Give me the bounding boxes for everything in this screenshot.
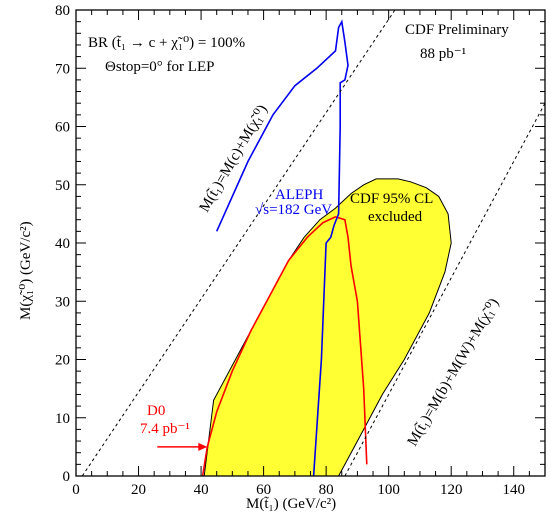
d0-arrow-head xyxy=(198,442,208,451)
annotation-theta: Θstop=0° for LEP xyxy=(105,59,214,75)
annotation-line1: M(t̃₁)=M(c)+M(χ̃₁⁰) xyxy=(197,102,271,215)
y-tick-label: 0 xyxy=(63,469,71,485)
x-tick-label: 100 xyxy=(377,482,400,498)
x-tick-label: 20 xyxy=(131,482,146,498)
y-tick-label: 70 xyxy=(55,61,70,77)
x-tick-label: 60 xyxy=(256,482,271,498)
x-tick-label: 80 xyxy=(319,482,334,498)
x-tick-label: 0 xyxy=(72,482,80,498)
y-tick-label: 40 xyxy=(55,236,70,252)
d0-limit-line xyxy=(201,215,368,476)
y-tick-label: 30 xyxy=(55,294,70,310)
annotation-luminosity: 88 pb⁻¹ xyxy=(420,46,466,62)
y-tick-label: 10 xyxy=(55,411,70,427)
annotation-cdf-excluded-1: CDF 95% CL xyxy=(350,191,433,207)
annotation-aleph-2: √s=182 GeV xyxy=(255,202,332,218)
annotation-cdf-excluded-2: excluded xyxy=(368,209,423,225)
x-axis-label: M(t̃₁) (GeV/c²) xyxy=(246,496,336,512)
x-tick-label: 120 xyxy=(440,482,463,498)
annotation-d0-2: 7.4 pb⁻¹ xyxy=(140,421,190,437)
aleph-limit-line xyxy=(215,19,349,476)
annotation-br: BR (t̃₁ → c + χ̃₁⁰) = 100% xyxy=(88,35,245,51)
annotation-aleph-1: ALEPH xyxy=(275,187,324,203)
y-tick-label: 60 xyxy=(55,120,70,136)
y-axis-label: M(χ̃₁⁰) (GeV/c²) xyxy=(18,221,34,320)
x-tick-label: 140 xyxy=(502,482,525,498)
y-tick-label: 50 xyxy=(55,178,70,194)
y-tick-label: 20 xyxy=(55,353,70,369)
annotation-cdf-preliminary: CDF Preliminary xyxy=(405,22,509,38)
kinematic-limit-line-2 xyxy=(344,102,545,476)
y-tick-label: 80 xyxy=(55,3,70,19)
annotation-d0-1: D0 xyxy=(147,403,165,419)
x-tick-label: 40 xyxy=(194,482,209,498)
